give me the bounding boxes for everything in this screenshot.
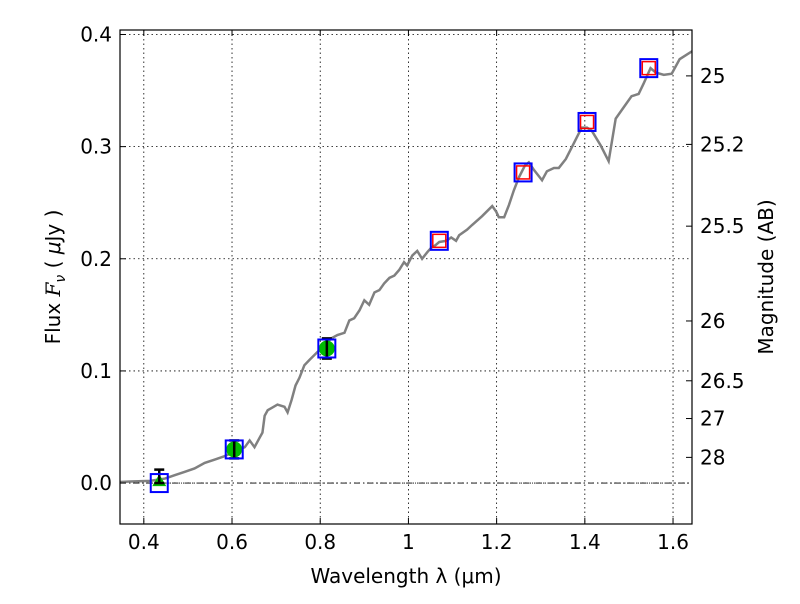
x-tick-label: 1.2: [481, 530, 513, 554]
y2-tick-label: 28: [700, 445, 725, 469]
ir-point: [579, 114, 595, 130]
model-point: [149, 473, 169, 494]
y-tick-label: 0.1: [80, 359, 112, 383]
y2-tick-label: 27: [700, 407, 725, 431]
y-axis-label: Flux Fν ( μJy ): [41, 210, 69, 345]
model-point: [317, 338, 337, 359]
grid: [120, 30, 692, 524]
y-tick-label: 0.0: [80, 471, 112, 495]
y2-tick-label: 26: [700, 309, 725, 333]
ir-point: [641, 60, 657, 76]
axis-ticks: 0.4 0.6 0.8 1 1.2 1.4 1.6 0.0 0.1 0.2 0.3 0.4 25 25.2…: [80, 22, 744, 554]
plot-frame: [119, 29, 693, 525]
y2-tick-label: 25.2: [700, 132, 745, 156]
model-point: [639, 58, 659, 79]
ir-point: [432, 233, 447, 249]
y-tick-label: 0.2: [80, 247, 112, 271]
x-tick-label: 1.6: [657, 530, 689, 554]
model-point: [513, 162, 533, 183]
y2-tick-label: 25: [700, 64, 725, 88]
x-tick-label: 1.4: [569, 530, 601, 554]
y2-tick-label: 25.5: [700, 214, 745, 238]
y2-tick-label: 26.5: [700, 369, 745, 393]
x-tick-label: 0.8: [304, 530, 336, 554]
x-tick-label: 1: [402, 530, 415, 554]
x-axis-label: Wavelength λ (μm): [310, 564, 501, 588]
x-tick-label: 0.4: [128, 530, 160, 554]
spectrum-line: [120, 50, 692, 484]
x-tick-label: 0.6: [216, 530, 248, 554]
ir-point: [515, 165, 531, 180]
y-tick-label: 0.3: [80, 135, 112, 159]
data-marks: [149, 58, 659, 494]
y-tick-label: 0.4: [80, 22, 112, 46]
model-point: [224, 439, 244, 460]
model-point: [577, 111, 597, 132]
model-point: [429, 230, 449, 251]
y2-axis-label: Magnitude (AB): [754, 199, 778, 354]
